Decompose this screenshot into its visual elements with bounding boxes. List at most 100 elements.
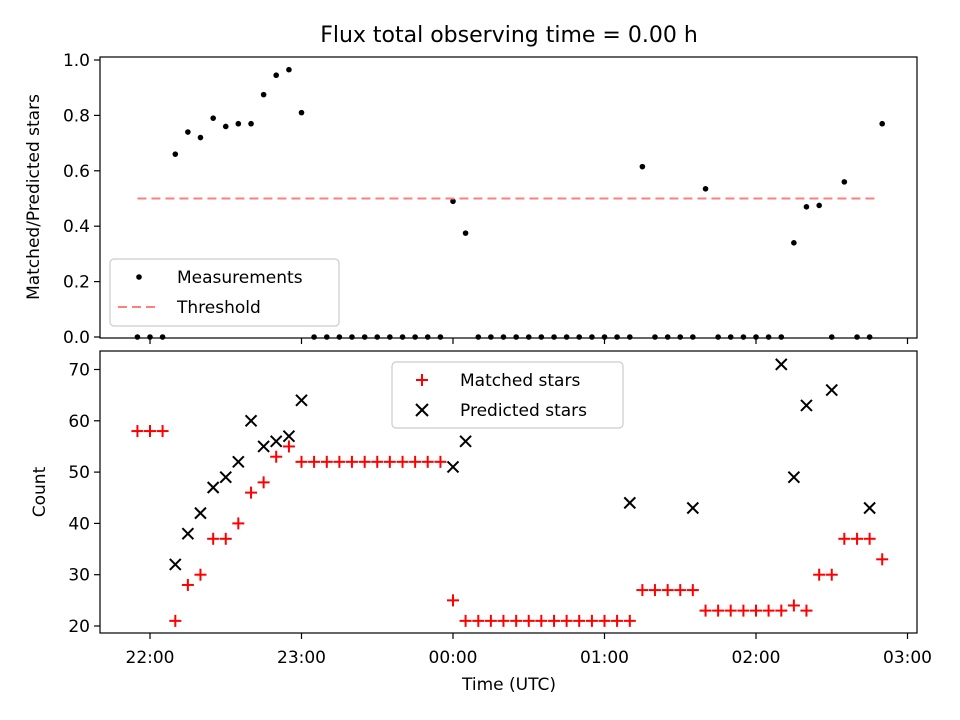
top-legend-box	[109, 258, 340, 327]
predicted-star-point	[623, 496, 637, 510]
measurement-point	[563, 334, 570, 340]
predicted-star-point	[686, 501, 700, 515]
top-plot-frame	[99, 56, 918, 339]
top-x-ticks	[149, 338, 909, 344]
predicted-star-point	[825, 383, 838, 397]
matched-star-point	[282, 440, 295, 453]
measurement-point	[538, 334, 545, 340]
matched-star-point	[371, 455, 384, 468]
matched-star-point	[169, 614, 182, 627]
measurement-point	[286, 66, 292, 73]
matched-star-point	[396, 455, 409, 468]
matched-star-point	[623, 614, 636, 627]
predicted-star-point	[181, 527, 195, 540]
predicted-star-point	[269, 435, 283, 448]
measurement-point	[525, 334, 532, 340]
matched-star-point	[674, 584, 687, 597]
measurement-point	[841, 179, 848, 185]
measurement-point	[197, 134, 204, 141]
measurement-point	[475, 334, 482, 340]
matched-star-point	[775, 604, 788, 617]
measurement-point	[551, 334, 557, 340]
matched-star-point	[421, 455, 434, 468]
matched-star-point	[863, 532, 876, 545]
bottom-x-axis: 22:00 23:00 00:00 01:00 02:00 03:00	[126, 633, 932, 668]
matched-star-point	[131, 425, 144, 438]
measurement-point	[185, 129, 191, 135]
predicted-stars-series	[169, 358, 876, 571]
predicted-star-point	[232, 455, 245, 469]
predicted-star-point	[257, 440, 270, 453]
matched-star-point	[661, 584, 674, 597]
matched-star-point	[181, 578, 194, 591]
measurement-point	[248, 120, 254, 127]
measurement-point	[172, 151, 179, 157]
matched-star-point	[295, 455, 308, 468]
bottom-y-tick-label: 20	[68, 617, 90, 637]
predicted-star-point	[446, 460, 460, 474]
matched-star-point	[207, 532, 220, 545]
measurement-point	[134, 334, 141, 340]
bottom-y-axis: 20 30 40 50 60 70	[68, 361, 100, 637]
measurement-point	[879, 120, 885, 127]
measurement-point	[235, 120, 242, 127]
matched-star-point	[383, 455, 396, 468]
measurement-point	[462, 230, 469, 236]
predicted-star-point	[459, 435, 472, 448]
matched-star-point	[358, 455, 371, 468]
bottom-y-tick-label: 40	[68, 514, 90, 534]
measurement-point	[639, 163, 646, 170]
bottom-x-axis-label: Time (UTC)	[461, 675, 556, 695]
measurement-point	[740, 334, 747, 340]
measurement-point	[677, 334, 684, 340]
top-y-tick-label: 0.0	[63, 328, 90, 348]
predicted-star-point	[800, 399, 813, 412]
matched-star-point	[510, 614, 523, 627]
matched-star-point	[686, 584, 699, 597]
measurement-point	[298, 109, 305, 116]
measurement-point	[727, 334, 734, 340]
matched-star-point	[484, 614, 497, 627]
bottom-x-tick-label: 00:00	[429, 648, 478, 668]
matched-star-point	[522, 614, 535, 627]
measurement-point	[828, 334, 835, 340]
matched-star-point	[409, 455, 422, 468]
measurement-point	[702, 186, 709, 192]
matched-star-point	[825, 568, 838, 581]
legend-measurements-marker	[136, 274, 142, 280]
matched-star-point	[320, 455, 333, 468]
matched-star-point	[535, 614, 548, 627]
measurement-point	[424, 334, 431, 340]
matched-star-point	[636, 584, 649, 597]
matched-star-point	[762, 604, 775, 617]
measurement-point	[488, 334, 494, 340]
measurement-point	[589, 334, 595, 340]
top-y-tick-label: 0.8	[63, 106, 90, 126]
top-panel: 0.0 0.2 0.4 0.6 0.8 1.0 Matched/Predicted sta…	[24, 51, 918, 348]
bottom-x-tick-label: 23:00	[277, 648, 326, 668]
top-y-tick-label: 0.4	[63, 217, 90, 237]
measurement-point	[791, 240, 797, 246]
matched-star-point	[838, 532, 851, 545]
bottom-x-tick-label: 01:00	[580, 648, 629, 668]
matched-star-point	[345, 455, 358, 468]
predicted-star-point	[244, 414, 258, 428]
matched-star-point	[851, 532, 864, 545]
measurement-point	[778, 334, 785, 340]
measurement-point	[664, 334, 671, 340]
top-y-axis-label: Matched/Predicted stars	[24, 94, 44, 300]
measurement-point	[854, 334, 860, 340]
top-y-tick-label: 0.2	[63, 273, 90, 293]
legend-measurements-label: Measurements	[177, 268, 303, 288]
bottom-x-tick-label: 22:00	[126, 648, 175, 668]
matched-star-point	[598, 614, 611, 627]
matched-star-point	[573, 614, 586, 627]
bottom-y-tick-label: 70	[68, 361, 90, 381]
matched-star-point	[648, 584, 661, 597]
measurement-point	[500, 334, 507, 340]
legend-predicted-label: Predicted stars	[460, 401, 587, 421]
measurement-point	[324, 334, 330, 340]
measurement-point	[765, 334, 772, 340]
measurement-point	[222, 123, 229, 130]
matched-star-point	[611, 614, 624, 627]
